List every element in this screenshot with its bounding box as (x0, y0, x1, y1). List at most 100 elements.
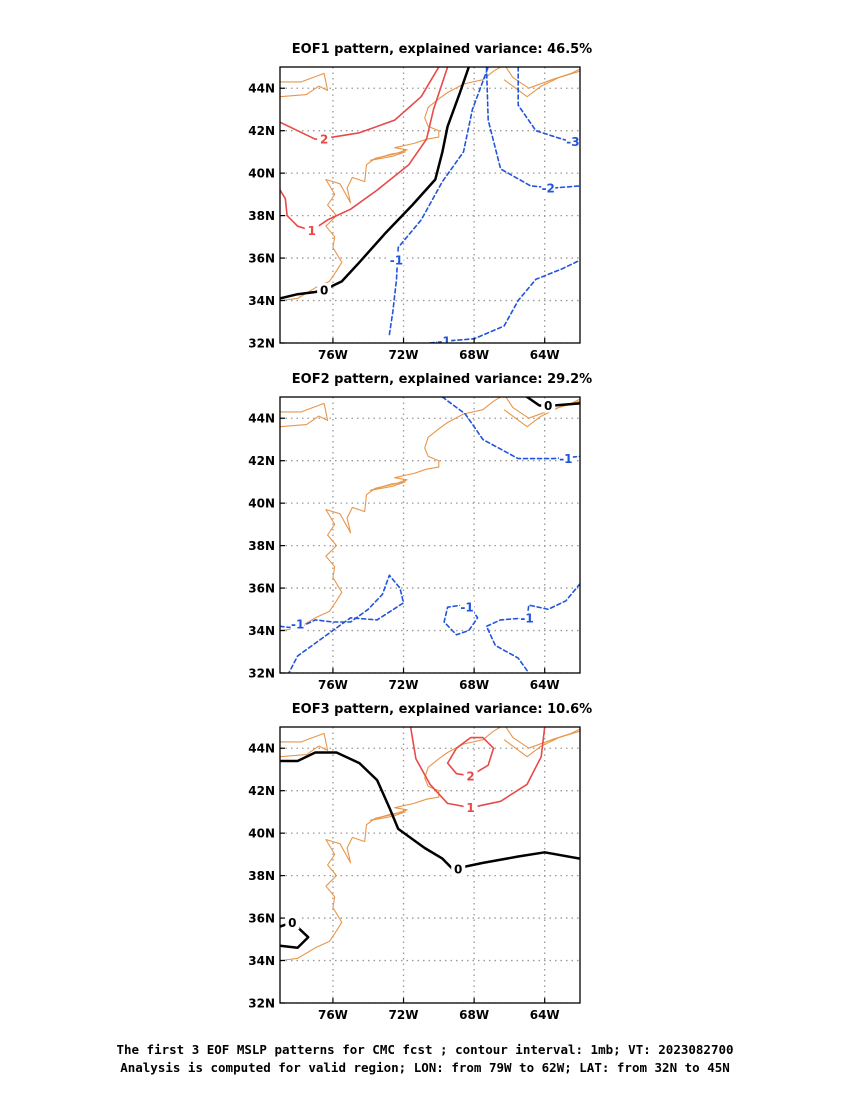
x-tick-label: 64W (530, 1008, 560, 1022)
contour-line (446, 736, 495, 777)
x-tick-label: 72W (389, 678, 419, 692)
eof-panel-1: EOF1 pattern, explained variance: 46.5% 2… (248, 42, 592, 362)
y-tick-label: 32N (248, 997, 275, 1011)
contour-label: -1 (390, 254, 403, 268)
contour-line (280, 574, 405, 673)
coastline (505, 67, 580, 89)
y-tick-label: 38N (248, 539, 275, 553)
y-tick-label: 40N (248, 497, 275, 511)
y-tick-label: 44N (248, 742, 275, 756)
coastline (369, 481, 406, 491)
x-tick-label: 76W (318, 1008, 348, 1022)
contour-label-bg (317, 282, 332, 297)
x-tick-label: 68W (459, 348, 489, 362)
x-tick-label: 64W (530, 348, 560, 362)
panel-frame (279, 396, 581, 674)
contour-label-bg (285, 915, 300, 930)
x-tick-label: 68W (459, 678, 489, 692)
contour-line (280, 67, 449, 232)
panel-title: EOF2 pattern, explained variance: 29.2% (292, 372, 592, 387)
contour-line (280, 67, 471, 300)
coastline (280, 727, 501, 962)
coastline (505, 397, 580, 419)
coastline (280, 732, 329, 758)
y-tick-label: 32N (248, 337, 275, 351)
contour-label-bg (460, 600, 475, 615)
contour-line (280, 751, 580, 871)
contour-label: 0 (454, 863, 462, 877)
y-tick-label: 42N (248, 784, 275, 798)
eof-panel-2: EOF2 pattern, explained variance: 29.2% 0… (248, 372, 592, 692)
contour-line (517, 67, 580, 145)
y-tick-label: 32N (248, 667, 275, 681)
contour-label: -1 (291, 618, 304, 632)
contour-label-bg (558, 451, 573, 466)
contour-label: -3 (566, 135, 579, 149)
contour-line (388, 67, 489, 336)
contour-label-bg (565, 134, 580, 149)
x-tick-label: 68W (459, 1008, 489, 1022)
x-tick-label: 64W (530, 678, 560, 692)
coastline (280, 67, 501, 302)
contour-label-bg (437, 333, 452, 343)
contour-label: 0 (544, 399, 552, 413)
contour-line (485, 67, 580, 189)
y-tick-label: 40N (248, 827, 275, 841)
y-tick-label: 34N (248, 624, 275, 638)
contour-label: -1 (460, 601, 473, 615)
contour-label-bg (463, 768, 478, 783)
coastline (280, 397, 501, 632)
panel-frame (279, 66, 581, 344)
coastline (280, 402, 329, 428)
panel-title: EOF3 pattern, explained variance: 10.6% (292, 702, 592, 717)
contour-label: -2 (542, 182, 555, 196)
panel-title: EOF1 pattern, explained variance: 46.5% (292, 42, 592, 57)
contour-label-bg (463, 800, 478, 815)
x-tick-label: 76W (318, 348, 348, 362)
y-tick-label: 42N (248, 454, 275, 468)
x-tick-label: 72W (389, 1008, 419, 1022)
x-tick-label: 72W (389, 348, 419, 362)
contour-label: -1 (559, 452, 572, 466)
y-tick-label: 40N (248, 167, 275, 181)
contour-line (429, 259, 580, 343)
contour-label: 1 (466, 801, 474, 815)
contour-label-bg (541, 181, 556, 196)
coastline (503, 70, 580, 98)
contour-label: 0 (320, 283, 328, 297)
coastline (505, 727, 580, 749)
y-tick-label: 38N (248, 209, 275, 223)
eof-panel-3: EOF3 pattern, explained variance: 10.6% 2… (248, 702, 592, 1022)
contour-label-bg (304, 223, 319, 238)
y-tick-label: 36N (248, 912, 275, 926)
contour-label: -1 (520, 611, 533, 625)
contour-label: 1 (308, 224, 316, 238)
panel-frame (279, 726, 581, 1004)
y-tick-label: 36N (248, 582, 275, 596)
contour-label: 2 (320, 133, 328, 147)
contour-label-bg (541, 398, 556, 413)
contour-label: -1 (437, 334, 450, 348)
contour-label-bg (451, 862, 466, 877)
y-tick-label: 38N (248, 869, 275, 883)
caption-line-2: Analysis is computed for valid region; L… (120, 1060, 730, 1075)
caption-line-1: The first 3 EOF MSLP patterns for CMC fc… (116, 1042, 734, 1057)
coastline (369, 151, 406, 161)
y-tick-label: 34N (248, 954, 275, 968)
y-tick-label: 36N (248, 252, 275, 266)
contour-label-bg (317, 132, 332, 147)
contour-label-bg (389, 253, 404, 268)
contour-label-bg (520, 610, 535, 625)
coastline (280, 72, 329, 98)
coastline (369, 811, 406, 821)
coastline (503, 730, 580, 758)
contour-line (280, 67, 440, 140)
contour-label: 0 (288, 916, 296, 930)
contour-line (441, 397, 580, 460)
y-tick-label: 34N (248, 294, 275, 308)
y-tick-label: 44N (248, 412, 275, 426)
contour-line (409, 727, 546, 809)
x-tick-label: 76W (318, 678, 348, 692)
contour-line (485, 583, 580, 673)
contour-label-bg (290, 617, 305, 632)
